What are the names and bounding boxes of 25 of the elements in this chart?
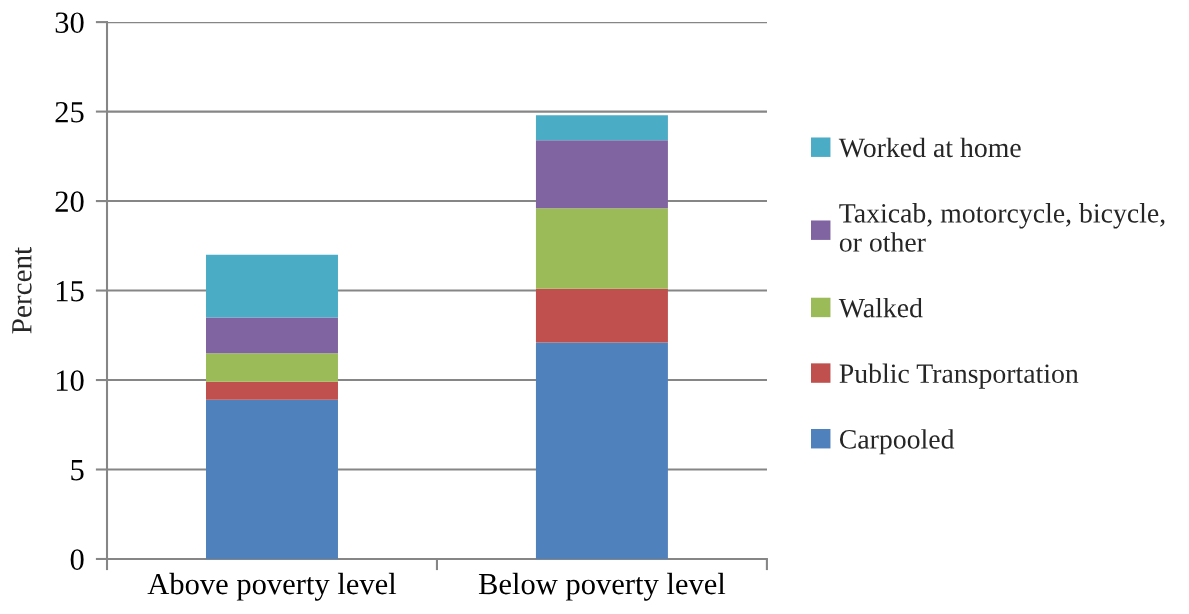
y-tick-label: 20	[55, 191, 84, 212]
bar	[205, 254, 338, 318]
bar	[535, 208, 668, 289]
bar	[535, 342, 668, 559]
y-tick-label: 10	[56, 370, 84, 391]
x-tick-label: Below poverty level	[478, 572, 726, 601]
legend-label: Walked	[838, 297, 923, 318]
x-tick-label: Above poverty level	[147, 572, 397, 601]
bar	[205, 353, 338, 382]
legend-label: Worked at home	[838, 137, 1021, 158]
y-tick-label: 0	[70, 549, 84, 570]
legend-label: Public Transportation	[839, 363, 1079, 389]
bar	[535, 288, 668, 343]
y-tick-label: 15	[56, 280, 84, 302]
bar	[205, 381, 338, 400]
y-tick-label: 30	[55, 12, 84, 34]
bar	[205, 399, 338, 559]
legend-label: Taxicab, motorcycle, bicycle, or other	[839, 203, 1165, 252]
bar	[205, 317, 338, 354]
y-tick-label: 5	[71, 460, 84, 481]
y-axis-title: Percent	[12, 246, 32, 334]
bar	[535, 115, 668, 141]
y-tick-label: 25	[55, 101, 84, 123]
legend-label: Carpooled	[839, 429, 955, 455]
bar	[535, 140, 668, 209]
